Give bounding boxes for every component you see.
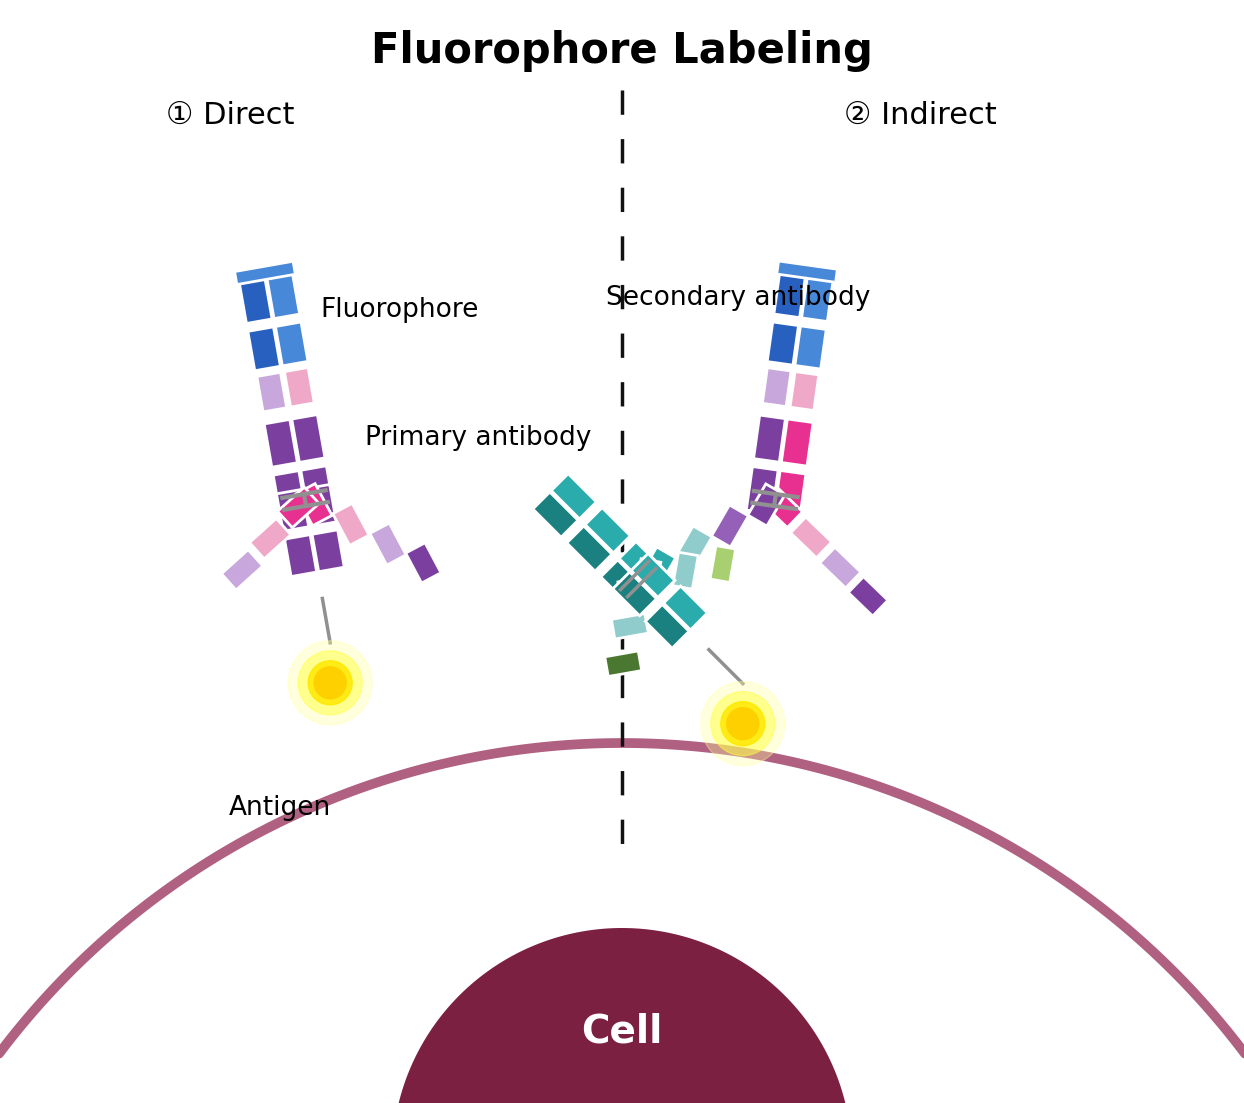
Text: Fluorophore Labeling: Fluorophore Labeling — [371, 30, 873, 72]
Bar — [301, 465, 335, 514]
Bar — [285, 535, 317, 577]
Bar — [332, 503, 369, 546]
Bar — [761, 486, 802, 527]
Bar — [646, 604, 689, 649]
Bar — [712, 505, 749, 547]
Bar — [248, 326, 280, 371]
Bar — [848, 577, 888, 617]
Bar — [276, 490, 309, 532]
Bar — [774, 275, 805, 318]
Bar — [613, 572, 657, 615]
Text: ① Direct: ① Direct — [165, 100, 295, 129]
Bar — [267, 275, 300, 319]
Bar — [304, 484, 336, 526]
Bar — [778, 261, 837, 282]
Bar — [532, 492, 578, 537]
Bar — [618, 576, 654, 601]
Bar — [264, 419, 297, 468]
Bar — [275, 322, 309, 366]
Bar — [256, 373, 286, 411]
Circle shape — [720, 702, 765, 746]
Bar — [235, 263, 295, 285]
Bar — [567, 526, 612, 571]
Bar — [790, 517, 832, 558]
Bar — [774, 471, 806, 517]
Bar — [406, 543, 442, 583]
Text: Cell: Cell — [581, 1013, 663, 1050]
Bar — [277, 488, 318, 527]
Bar — [638, 547, 675, 589]
Bar — [620, 542, 664, 587]
Circle shape — [710, 692, 775, 756]
Circle shape — [726, 708, 759, 740]
Bar — [763, 367, 791, 407]
Text: Fluorophore: Fluorophore — [320, 297, 479, 323]
Bar — [790, 372, 819, 410]
Bar — [746, 467, 779, 514]
Bar — [754, 415, 785, 462]
Bar — [673, 553, 698, 589]
Bar — [551, 473, 596, 518]
Bar — [710, 546, 735, 582]
Text: Primary antibody: Primary antibody — [364, 425, 591, 451]
Circle shape — [289, 641, 372, 725]
Circle shape — [309, 661, 352, 705]
Bar — [312, 529, 345, 571]
Bar — [250, 518, 291, 559]
Bar — [631, 554, 675, 598]
Bar — [369, 523, 406, 565]
Bar — [240, 279, 272, 323]
Bar — [636, 559, 661, 596]
Bar — [748, 484, 785, 526]
Bar — [585, 507, 631, 553]
Bar — [781, 419, 814, 467]
Bar — [285, 367, 315, 407]
Bar — [820, 547, 861, 588]
Bar — [296, 483, 332, 526]
Circle shape — [315, 667, 346, 699]
Bar — [605, 651, 642, 676]
Bar — [768, 322, 799, 365]
Bar — [675, 526, 712, 568]
Text: ② Indirect: ② Indirect — [843, 100, 996, 129]
Circle shape — [299, 651, 362, 715]
Bar — [221, 549, 262, 590]
Text: Secondary antibody: Secondary antibody — [606, 285, 870, 311]
Bar — [611, 613, 648, 639]
Text: Antigen: Antigen — [229, 795, 331, 821]
Bar — [801, 278, 833, 322]
Bar — [795, 325, 826, 370]
Polygon shape — [392, 928, 852, 1103]
Bar — [601, 560, 646, 606]
Circle shape — [700, 682, 785, 765]
Bar — [274, 471, 306, 518]
Bar — [663, 586, 708, 630]
Bar — [292, 415, 325, 462]
